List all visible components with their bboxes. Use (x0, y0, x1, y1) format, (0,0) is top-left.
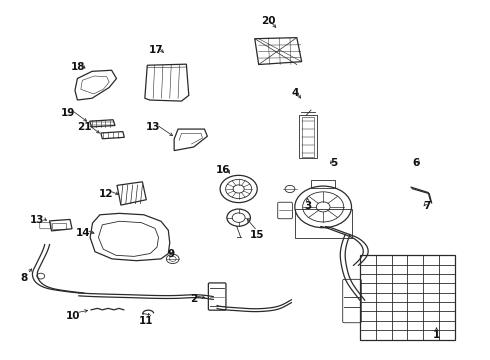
Text: 17: 17 (149, 45, 163, 55)
Text: 6: 6 (413, 158, 419, 168)
Text: 20: 20 (261, 17, 276, 27)
Text: 13: 13 (146, 122, 160, 132)
Text: 21: 21 (77, 122, 92, 132)
Bar (52, 223, 66, 229)
Bar (360, 255, 455, 339)
Text: 15: 15 (250, 230, 265, 239)
Text: 11: 11 (139, 316, 153, 325)
Text: 3: 3 (304, 201, 311, 211)
Text: 10: 10 (66, 311, 80, 320)
Text: 7: 7 (423, 201, 430, 211)
Text: 2: 2 (190, 294, 197, 304)
Text: 13: 13 (30, 215, 45, 225)
Text: 5: 5 (330, 158, 338, 168)
Text: 16: 16 (216, 165, 230, 175)
Text: 19: 19 (61, 108, 75, 118)
Text: 4: 4 (291, 88, 298, 98)
Bar (299, 116, 318, 158)
Text: 12: 12 (98, 189, 113, 199)
Text: 18: 18 (71, 62, 85, 72)
Text: 14: 14 (75, 228, 90, 238)
Text: 1: 1 (433, 330, 440, 340)
Bar (302, 117, 315, 157)
Text: 9: 9 (167, 248, 174, 258)
Text: 8: 8 (21, 273, 28, 283)
